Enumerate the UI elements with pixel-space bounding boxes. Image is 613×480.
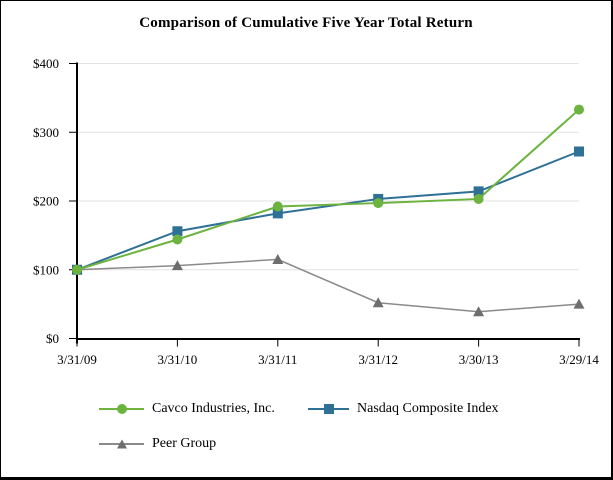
legend-item-cavco: Cavco Industries, Inc. [99, 401, 275, 417]
svg-text:3/29/14: 3/29/14 [559, 352, 599, 367]
svg-text:3/31/10: 3/31/10 [158, 352, 198, 367]
svg-text:$300: $300 [33, 125, 59, 140]
circle-marker-icon [116, 404, 127, 414]
svg-text:3/31/09: 3/31/09 [57, 352, 97, 367]
chart-title: Comparison of Cumulative Five Year Total… [139, 15, 473, 31]
legend-label-cavco: Cavco Industries, Inc. [152, 401, 275, 416]
cavco-line-sample [99, 404, 144, 414]
svg-text:$200: $200 [33, 194, 59, 209]
nasdaq-line-sample [308, 404, 349, 414]
legend-item-nasdaq: Nasdaq Composite Index [308, 401, 499, 417]
peer-group-line-sample [99, 439, 144, 449]
svg-text:3/31/12: 3/31/12 [358, 352, 398, 367]
svg-text:$400: $400 [33, 56, 59, 71]
svg-text:3/31/11: 3/31/11 [258, 352, 297, 367]
legend-item-peer-group: Peer Group [99, 436, 216, 452]
square-marker-icon [323, 404, 334, 414]
legend-label-peer-group: Peer Group [152, 436, 217, 451]
triangle-marker-icon [116, 439, 127, 449]
svg-text:$0: $0 [46, 331, 59, 346]
legend-label-nasdaq: Nasdaq Composite Index [357, 401, 499, 416]
svg-text:3/30/13: 3/30/13 [459, 352, 499, 367]
svg-text:$100: $100 [33, 262, 59, 277]
